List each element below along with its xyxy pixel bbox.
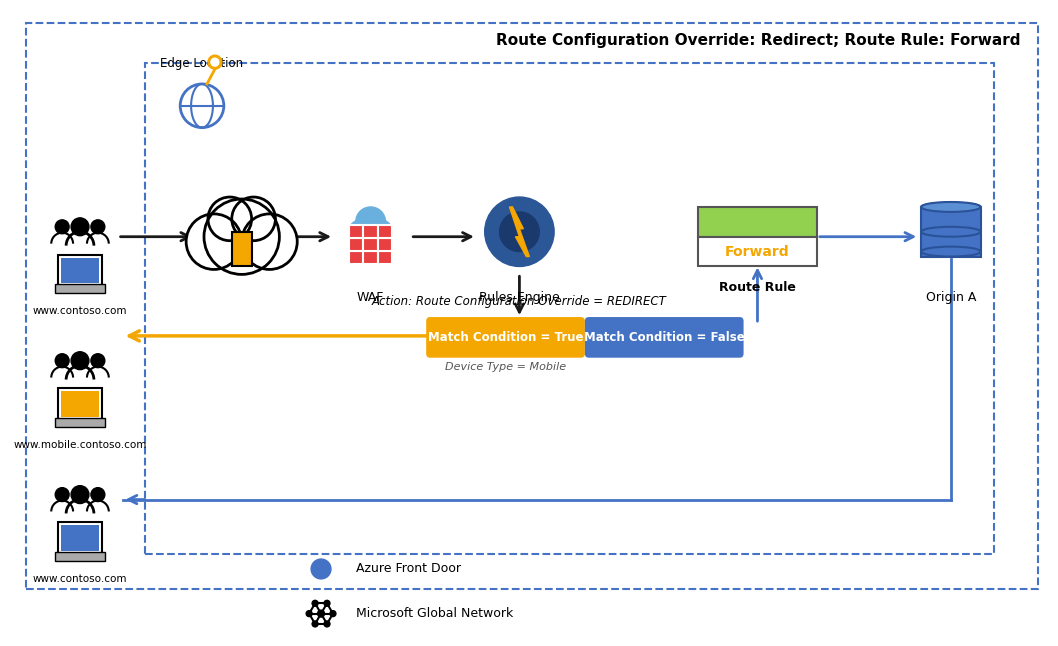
- Circle shape: [349, 220, 372, 244]
- FancyBboxPatch shape: [349, 225, 363, 238]
- FancyBboxPatch shape: [55, 418, 105, 427]
- Polygon shape: [510, 207, 529, 256]
- FancyBboxPatch shape: [58, 523, 102, 554]
- FancyBboxPatch shape: [232, 232, 252, 266]
- Circle shape: [485, 197, 554, 266]
- Circle shape: [55, 488, 69, 501]
- Text: Action: Route Configuration Override = REDIRECT: Action: Route Configuration Override = R…: [372, 295, 667, 307]
- Circle shape: [499, 212, 540, 251]
- FancyBboxPatch shape: [378, 251, 393, 264]
- Text: Rules Engine: Rules Engine: [479, 291, 560, 304]
- Circle shape: [186, 214, 241, 269]
- Circle shape: [55, 220, 69, 234]
- Circle shape: [91, 354, 105, 368]
- Circle shape: [211, 58, 219, 66]
- Text: Device Type = Mobile: Device Type = Mobile: [445, 362, 566, 371]
- Text: www.mobile.contoso.com: www.mobile.contoso.com: [14, 440, 147, 450]
- FancyBboxPatch shape: [55, 552, 105, 561]
- Text: www.contoso.com: www.contoso.com: [33, 306, 127, 316]
- Ellipse shape: [922, 227, 981, 236]
- Circle shape: [311, 559, 331, 579]
- Circle shape: [306, 610, 312, 616]
- Circle shape: [208, 197, 252, 241]
- Circle shape: [204, 199, 279, 275]
- Circle shape: [91, 488, 105, 501]
- Text: Microsoft Global Network: Microsoft Global Network: [355, 607, 513, 620]
- Circle shape: [312, 600, 318, 607]
- Circle shape: [71, 218, 89, 236]
- FancyBboxPatch shape: [55, 284, 105, 293]
- Circle shape: [91, 220, 105, 234]
- Text: Azure Front Door: Azure Front Door: [355, 563, 460, 576]
- FancyBboxPatch shape: [698, 207, 817, 236]
- FancyBboxPatch shape: [378, 225, 393, 238]
- FancyBboxPatch shape: [585, 317, 744, 358]
- Circle shape: [208, 55, 222, 69]
- Text: WAF: WAF: [357, 291, 384, 304]
- FancyBboxPatch shape: [61, 391, 98, 417]
- FancyBboxPatch shape: [61, 258, 98, 284]
- Text: Edge Location: Edge Location: [161, 57, 243, 70]
- Text: Forward: Forward: [725, 245, 789, 258]
- FancyBboxPatch shape: [363, 238, 378, 251]
- Circle shape: [71, 486, 89, 503]
- FancyBboxPatch shape: [61, 525, 98, 551]
- Ellipse shape: [922, 247, 981, 256]
- Circle shape: [330, 610, 336, 616]
- FancyBboxPatch shape: [378, 238, 393, 251]
- FancyBboxPatch shape: [922, 207, 981, 256]
- FancyBboxPatch shape: [426, 317, 585, 358]
- Text: Origin A: Origin A: [926, 291, 977, 304]
- Circle shape: [55, 354, 69, 368]
- Text: Route Configuration Override: Redirect; Route Rule: Forward: Route Configuration Override: Redirect; …: [496, 33, 1020, 48]
- Ellipse shape: [922, 202, 981, 212]
- Circle shape: [241, 214, 297, 269]
- Text: Match Condition = True: Match Condition = True: [427, 331, 583, 344]
- FancyBboxPatch shape: [363, 225, 378, 238]
- Circle shape: [232, 197, 275, 241]
- FancyBboxPatch shape: [349, 238, 363, 251]
- Circle shape: [317, 610, 325, 617]
- FancyBboxPatch shape: [58, 255, 102, 286]
- FancyBboxPatch shape: [58, 388, 102, 420]
- Circle shape: [312, 621, 318, 627]
- FancyBboxPatch shape: [698, 236, 817, 266]
- Circle shape: [324, 621, 330, 627]
- Circle shape: [368, 220, 393, 244]
- Text: Match Condition = False: Match Condition = False: [584, 331, 745, 344]
- Circle shape: [324, 600, 330, 607]
- Text: www.contoso.com: www.contoso.com: [33, 574, 127, 584]
- FancyBboxPatch shape: [349, 251, 363, 264]
- Circle shape: [355, 207, 385, 236]
- FancyBboxPatch shape: [363, 251, 378, 264]
- Text: Route Rule: Route Rule: [719, 282, 796, 295]
- Circle shape: [71, 352, 89, 370]
